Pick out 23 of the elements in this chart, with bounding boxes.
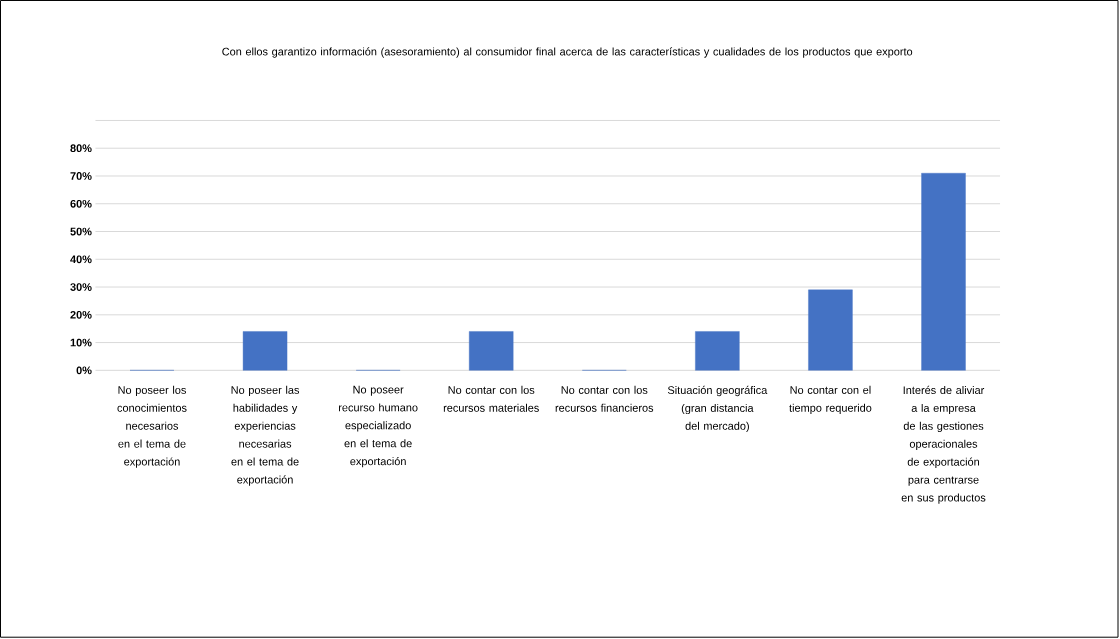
x-tick-label: No poseer las habilidades y experiencias necesarias en el tema de exportación	[231, 385, 300, 486]
y-tick-label: 80%	[70, 144, 92, 153]
x-tick-label: No contar con los recursos materiales	[443, 385, 539, 412]
x-tick-label: No contar con el tiempo requerido	[789, 385, 872, 414]
y-tick-label: 30%	[70, 283, 92, 291]
x-tick-label: Situación geográfica (gran distancia del mercado)	[667, 385, 768, 432]
bar	[921, 172, 966, 371]
bar	[242, 331, 288, 371]
x-tick-label: No contar con los recursos financieros	[555, 385, 654, 412]
chart-title: Con ellos garantizo información (asesoramiento) al consumidor final acerca de las características y cualidades de los productos que exporto	[222, 47, 913, 58]
y-tick-label: 10%	[70, 338, 92, 347]
y-tick-label: 20%	[70, 310, 92, 319]
bar	[469, 331, 514, 371]
y-tick-label: 50%	[70, 227, 92, 236]
x-tick-label: No poseer los conocimientos necesarios en el tema de exportación	[117, 385, 187, 468]
bar	[695, 331, 740, 371]
bar	[808, 289, 853, 371]
y-tick-label: 0%	[76, 366, 92, 375]
x-tick-label: Interés de aliviar a la empresa de las gestiones operacionales de exportación para centrarse en sus productos	[901, 385, 986, 504]
y-tick-label: 40%	[70, 255, 92, 264]
x-tick-label: No poseer recurso humano especializado en el tema de exportación	[339, 385, 418, 468]
y-tick-label: 60%	[70, 199, 92, 208]
y-tick-label: 70%	[70, 172, 92, 180]
